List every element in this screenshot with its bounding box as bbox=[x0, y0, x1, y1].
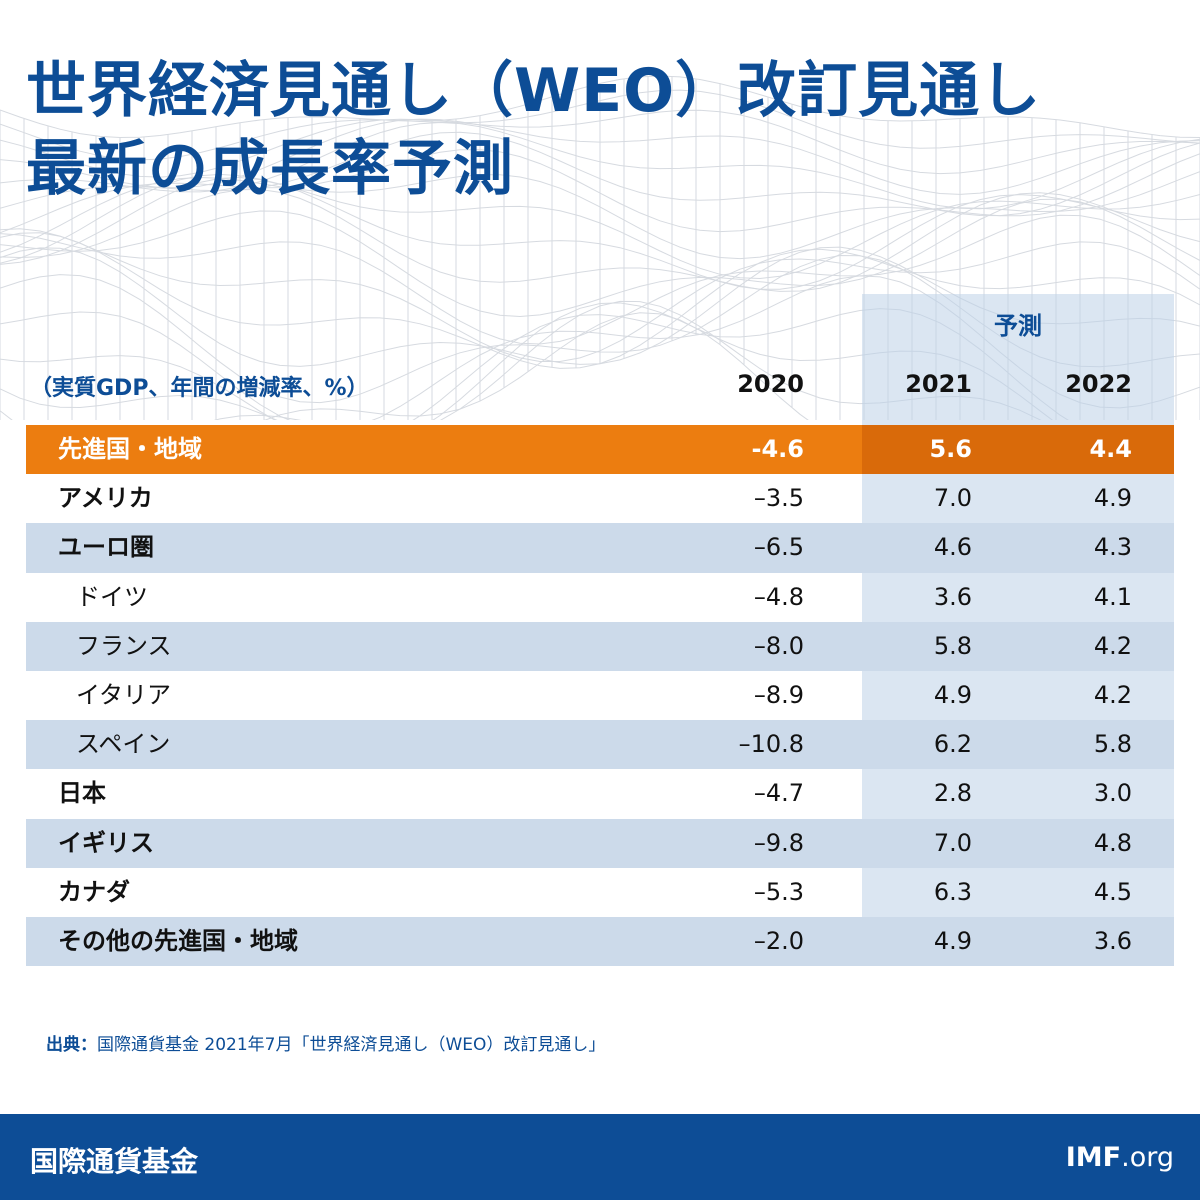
table-row: アメリカ –3.5 7.0 4.9 bbox=[26, 474, 1174, 523]
value-2022: 4.2 bbox=[1093, 631, 1132, 660]
footer-org-name: 国際通貨基金 bbox=[30, 1145, 199, 1178]
value-2020: –6.5 bbox=[753, 533, 804, 562]
highlight-forecast-cell bbox=[862, 425, 1174, 475]
value-2022: 3.0 bbox=[1093, 779, 1132, 808]
value-2022: 4.1 bbox=[1093, 582, 1132, 611]
source-note: 出典：国際通貨基金 2021年7月「世界経済見通し（WEO）改訂見通し」 bbox=[46, 1030, 605, 1055]
footer-url-rest: .org bbox=[1121, 1142, 1174, 1173]
value-2020: –9.8 bbox=[753, 828, 804, 857]
row-name: 日本 bbox=[58, 779, 106, 808]
value-2020: –4.7 bbox=[753, 779, 804, 808]
row-name: カナダ bbox=[58, 877, 130, 906]
year-header-2020: 2020 bbox=[737, 370, 804, 398]
source-label: 出典： bbox=[46, 1035, 97, 1055]
row-name: イタリア bbox=[76, 680, 172, 709]
year-header-2022: 2022 bbox=[1065, 370, 1132, 398]
value-2021: 6.2 bbox=[933, 730, 972, 759]
value-2020: –4.8 bbox=[753, 582, 804, 611]
page-title: 世界経済見通し（WEO）改訂見通し 最新の成長率予測 bbox=[26, 52, 1041, 208]
table-row: スペイン –10.8 6.2 5.8 bbox=[26, 720, 1174, 770]
value-2021: 7.0 bbox=[933, 828, 972, 857]
value-2022: 4.2 bbox=[1093, 680, 1132, 709]
value-2022: 4.3 bbox=[1093, 533, 1132, 562]
table-row: 日本 –4.7 2.8 3.0 bbox=[26, 769, 1174, 818]
forecast-label: 予測 bbox=[994, 312, 1042, 340]
row-name: その他の先進国・地域 bbox=[58, 926, 298, 955]
value-2020: –3.5 bbox=[753, 484, 804, 513]
title-line-1: 世界経済見通し（WEO）改訂見通し bbox=[26, 56, 1042, 126]
table-row: ユーロ圏 –6.5 4.6 4.3 bbox=[26, 523, 1174, 573]
value-2020: –5.3 bbox=[753, 877, 804, 906]
row-name: ドイツ bbox=[76, 582, 148, 611]
value-2020: –10.8 bbox=[738, 730, 804, 759]
value-2022: 4.4 bbox=[1089, 435, 1132, 463]
value-2020: –8.0 bbox=[753, 631, 804, 660]
value-2021: 3.6 bbox=[933, 582, 972, 611]
year-header-2021: 2021 bbox=[905, 370, 972, 398]
source-text: 国際通貨基金 2021年7月「世界経済見通し（WEO）改訂見通し」 bbox=[97, 1035, 606, 1055]
value-2020: –2.0 bbox=[753, 926, 804, 955]
value-2021: 5.6 bbox=[929, 435, 972, 463]
row-name: 先進国・地域 bbox=[58, 435, 202, 463]
value-2022: 4.5 bbox=[1093, 877, 1132, 906]
footer-url-link[interactable]: IMF.org bbox=[1066, 1142, 1174, 1173]
unit-label: （実質GDP、年間の増減率、%） bbox=[30, 376, 369, 401]
value-2021: 4.6 bbox=[933, 533, 972, 562]
row-name: フランス bbox=[76, 631, 172, 660]
value-2021: 6.3 bbox=[933, 877, 972, 906]
table-row: その他の先進国・地域 –2.0 4.9 3.6 bbox=[26, 916, 1174, 967]
table-row: イタリア –8.9 4.9 4.2 bbox=[26, 671, 1174, 720]
value-2020: –8.9 bbox=[753, 680, 804, 709]
value-2022: 4.8 bbox=[1093, 828, 1132, 857]
footer-bar: 国際通貨基金 IMF.org bbox=[0, 1114, 1200, 1200]
table-row: 先進国・地域 -4.6 5.6 4.4 bbox=[26, 425, 1174, 475]
value-2022: 4.9 bbox=[1093, 484, 1132, 513]
forecast-column-band bbox=[862, 294, 1174, 920]
title-line-2: 最新の成長率予測 bbox=[26, 134, 514, 204]
value-2020: -4.6 bbox=[751, 435, 804, 463]
value-2022: 3.6 bbox=[1093, 926, 1132, 955]
growth-table: 先進国・地域 -4.6 5.6 4.4 アメリカ –3.5 7.0 4.9 ユー… bbox=[26, 425, 1174, 967]
value-2021: 4.9 bbox=[933, 926, 972, 955]
value-2021: 4.9 bbox=[933, 680, 972, 709]
value-2021: 7.0 bbox=[933, 484, 972, 513]
row-name: ユーロ圏 bbox=[58, 533, 154, 562]
row-name: イギリス bbox=[58, 828, 154, 857]
value-2021: 2.8 bbox=[933, 779, 972, 808]
row-name: アメリカ bbox=[58, 484, 153, 513]
value-2022: 5.8 bbox=[1093, 730, 1132, 759]
table-row: カナダ –5.3 6.3 4.5 bbox=[26, 868, 1174, 917]
footer-url-bold: IMF bbox=[1065, 1142, 1122, 1173]
table-row: フランス –8.0 5.8 4.2 bbox=[26, 621, 1174, 671]
table-row: ドイツ –4.8 3.6 4.1 bbox=[26, 573, 1174, 622]
table-row: イギリス –9.8 7.0 4.8 bbox=[26, 818, 1174, 868]
value-2021: 5.8 bbox=[933, 631, 972, 660]
row-name: スペイン bbox=[76, 730, 171, 759]
